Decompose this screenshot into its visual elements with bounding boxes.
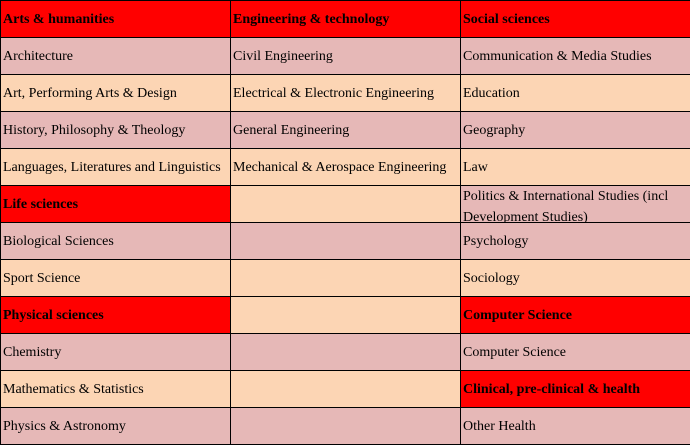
cell-text: Computer Science — [463, 342, 688, 363]
table-row: Physical sciences Computer Science — [1, 297, 690, 334]
subject-cell: Sociology — [461, 260, 690, 297]
table-row: Architecture Civil Engineering Communica… — [1, 38, 690, 75]
cell-text: Architecture — [3, 46, 228, 67]
cell-text: Life sciences — [3, 194, 228, 215]
subject-cell: Biological Sciences — [1, 223, 231, 260]
cell-text: Mechanical & Aerospace Engineering — [233, 157, 458, 178]
empty-cell — [231, 371, 461, 408]
empty-cell — [231, 297, 461, 334]
cell-text: Engineering & technology — [233, 9, 458, 30]
cell-text: Physical sciences — [3, 305, 228, 326]
category-header-cell: Computer Science — [461, 297, 690, 334]
subject-cell: Computer Science — [461, 334, 690, 371]
subject-cell: Physics & Astronomy — [1, 408, 231, 445]
cell-text: General Engineering — [233, 120, 458, 141]
subject-cell: Law — [461, 149, 690, 186]
subject-cell: Electrical & Electronic Engineering — [231, 75, 461, 112]
cell-text: Mathematics & Statistics — [3, 379, 228, 400]
cell-text: Computer Science — [463, 305, 688, 326]
subject-cell: History, Philosophy & Theology — [1, 112, 231, 149]
category-header-cell: Arts & humanities — [1, 1, 231, 38]
table-row: Chemistry Computer Science — [1, 334, 690, 371]
category-header-cell: Life sciences — [1, 186, 231, 223]
empty-cell — [231, 334, 461, 371]
cell-text: Biological Sciences — [3, 231, 228, 252]
cell-text: Communication & Media Studies — [463, 46, 688, 67]
subject-cell: Other Health — [461, 408, 690, 445]
subject-cell: Chemistry — [1, 334, 231, 371]
cell-text: Sport Science — [3, 268, 228, 289]
cell-text: Chemistry — [3, 342, 228, 363]
cell-text: Art, Performing Arts & Design — [3, 83, 228, 104]
table-row: Sport Science Sociology — [1, 260, 690, 297]
table-row: Life sciences Politics & International S… — [1, 186, 690, 223]
subject-cell: Communication & Media Studies — [461, 38, 690, 75]
cell-text: Geography — [463, 120, 688, 141]
category-header-cell: Engineering & technology — [231, 1, 461, 38]
cell-text: Sociology — [463, 268, 688, 289]
cell-text: Social sciences — [463, 9, 688, 30]
subject-cell: Languages, Literatures and Linguistics — [1, 149, 231, 186]
table-row: Mathematics & Statistics Clinical, pre-c… — [1, 371, 690, 408]
subject-cell: Art, Performing Arts & Design — [1, 75, 231, 112]
subject-cell: Mathematics & Statistics — [1, 371, 231, 408]
cell-text: Physics & Astronomy — [3, 416, 228, 437]
cell-text: Other Health — [463, 416, 688, 437]
cell-text: Arts & humanities — [3, 9, 228, 30]
subject-cell: Psychology — [461, 223, 690, 260]
subject-cell: General Engineering — [231, 112, 461, 149]
empty-cell — [231, 260, 461, 297]
category-header-cell: Physical sciences — [1, 297, 231, 334]
cell-text: Education — [463, 83, 688, 104]
subject-cell: Geography — [461, 112, 690, 149]
cell-text: Politics & International Studies (incl D… — [463, 186, 688, 222]
table-row: Physics & Astronomy Other Health — [1, 408, 690, 445]
subject-cell: Civil Engineering — [231, 38, 461, 75]
cell-text: Languages, Literatures and Linguistics — [3, 157, 228, 178]
cell-text: Clinical, pre-clinical & health — [463, 379, 688, 400]
cell-text: Psychology — [463, 231, 688, 252]
empty-cell — [231, 186, 461, 223]
table-row: Arts & humanities Engineering & technolo… — [1, 1, 690, 38]
table-row: Biological Sciences Psychology — [1, 223, 690, 260]
subject-cell: Architecture — [1, 38, 231, 75]
empty-cell — [231, 408, 461, 445]
empty-cell — [231, 223, 461, 260]
subject-cell: Education — [461, 75, 690, 112]
subject-cell: Sport Science — [1, 260, 231, 297]
cell-text: History, Philosophy & Theology — [3, 120, 228, 141]
cell-text: Law — [463, 157, 688, 178]
table-row: Languages, Literatures and Linguistics M… — [1, 149, 690, 186]
subject-cell: Politics & International Studies (incl D… — [461, 186, 690, 223]
cell-text: Electrical & Electronic Engineering — [233, 83, 458, 104]
category-header-cell: Social sciences — [461, 1, 690, 38]
category-header-cell: Clinical, pre-clinical & health — [461, 371, 690, 408]
cell-text: Civil Engineering — [233, 46, 458, 67]
subject-cell: Mechanical & Aerospace Engineering — [231, 149, 461, 186]
table-row: History, Philosophy & Theology General E… — [1, 112, 690, 149]
table-row: Art, Performing Arts & Design Electrical… — [1, 75, 690, 112]
